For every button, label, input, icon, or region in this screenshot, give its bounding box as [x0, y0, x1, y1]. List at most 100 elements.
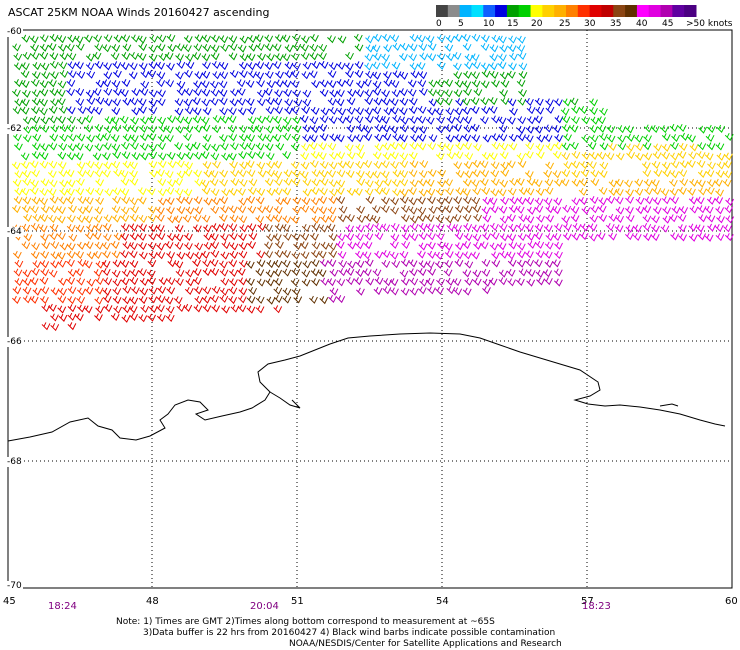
wind-barb	[409, 277, 419, 286]
wind-barb	[524, 134, 534, 143]
wind-barb	[670, 170, 679, 179]
wind-barb	[382, 152, 392, 161]
wind-barb	[355, 241, 365, 250]
wind-barb	[444, 79, 454, 88]
wind-barb	[103, 34, 113, 43]
wind-barb	[14, 259, 24, 268]
wind-barb	[238, 250, 248, 259]
wind-barb	[103, 304, 113, 313]
wind-barb	[248, 286, 258, 296]
wind-barb	[723, 160, 732, 169]
wind-barb	[498, 223, 508, 232]
wind-barb	[21, 34, 31, 43]
wind-barb	[625, 214, 635, 223]
wind-barb	[59, 52, 69, 61]
wind-barb	[400, 258, 410, 267]
wind-barb	[497, 61, 507, 70]
wind-barb	[328, 106, 338, 115]
wind-barb	[446, 151, 456, 160]
wind-barb	[39, 107, 48, 116]
wind-barb	[138, 43, 148, 52]
wind-barb	[356, 287, 365, 296]
wind-barb	[128, 305, 138, 314]
wind-barb	[500, 196, 510, 206]
wind-barb	[525, 142, 535, 151]
wind-barb	[76, 133, 86, 142]
wind-barb	[209, 178, 219, 187]
wind-barb	[74, 268, 84, 277]
wind-barb	[237, 44, 247, 53]
wind-barb	[399, 188, 409, 197]
wind-barb	[201, 53, 211, 62]
wind-barb	[67, 133, 77, 142]
wind-barb	[516, 44, 526, 53]
wind-barb	[425, 178, 435, 187]
wind-barb	[355, 160, 365, 170]
wind-barb	[183, 303, 193, 312]
wind-barb	[147, 277, 156, 286]
wind-barb	[489, 222, 499, 231]
wind-barb	[113, 34, 123, 43]
wind-barb	[524, 250, 534, 259]
wind-barb	[409, 215, 419, 224]
wind-barb	[435, 97, 445, 106]
wind-barb	[597, 151, 607, 160]
wind-barb	[372, 87, 382, 96]
wind-barb	[174, 177, 183, 187]
legend-swatch	[483, 5, 496, 17]
wind-barb	[526, 106, 536, 115]
wind-barb	[543, 250, 553, 259]
wind-barb	[14, 278, 24, 287]
wind-barb	[608, 187, 618, 196]
wind-barb	[643, 134, 652, 143]
wind-barb	[319, 296, 329, 305]
wind-barb	[183, 35, 193, 44]
wind-barb	[570, 141, 579, 150]
wind-barb	[408, 197, 418, 206]
wind-barb	[219, 287, 229, 296]
map-title: ASCAT 25KM NOAA Winds 20160427 ascending	[8, 6, 270, 19]
wind-barb	[662, 206, 672, 215]
wind-barb	[426, 196, 436, 205]
wind-barb	[374, 179, 384, 188]
wind-barb	[255, 268, 265, 277]
wind-barb	[435, 260, 444, 269]
wind-barb	[238, 133, 248, 142]
wind-barb	[364, 115, 374, 124]
wind-barb	[400, 204, 410, 213]
wind-barb	[56, 97, 66, 106]
wind-barb	[642, 142, 652, 151]
wind-barb	[615, 206, 625, 215]
wind-barb	[210, 88, 220, 97]
wind-barb	[120, 206, 130, 215]
wind-barb	[489, 44, 499, 53]
wind-barb	[165, 305, 175, 314]
wind-barb	[463, 70, 472, 79]
wind-barb	[200, 116, 210, 125]
wind-barb	[579, 232, 589, 241]
wind-barb	[345, 267, 355, 276]
wind-barb	[131, 88, 141, 97]
wind-barb	[66, 115, 76, 124]
wind-barb	[282, 187, 292, 196]
wind-barb	[373, 33, 382, 42]
wind-barb	[238, 233, 247, 242]
wind-barb	[183, 44, 192, 53]
wind-barb	[498, 277, 508, 286]
wind-barb	[102, 223, 112, 232]
wind-barb	[707, 161, 716, 170]
wind-barb	[614, 188, 624, 197]
wind-barb	[419, 160, 429, 169]
wind-barb	[389, 278, 399, 287]
wind-barb	[140, 70, 150, 79]
wind-barb	[338, 205, 348, 214]
wind-barb	[624, 179, 633, 188]
wind-barb	[30, 179, 39, 188]
wind-barb	[202, 143, 211, 152]
wind-barb	[311, 178, 321, 187]
wind-barb	[356, 205, 365, 214]
wind-barb	[266, 53, 275, 62]
wind-barb	[326, 223, 336, 232]
wind-barb	[507, 213, 516, 222]
wind-barb	[157, 285, 167, 295]
